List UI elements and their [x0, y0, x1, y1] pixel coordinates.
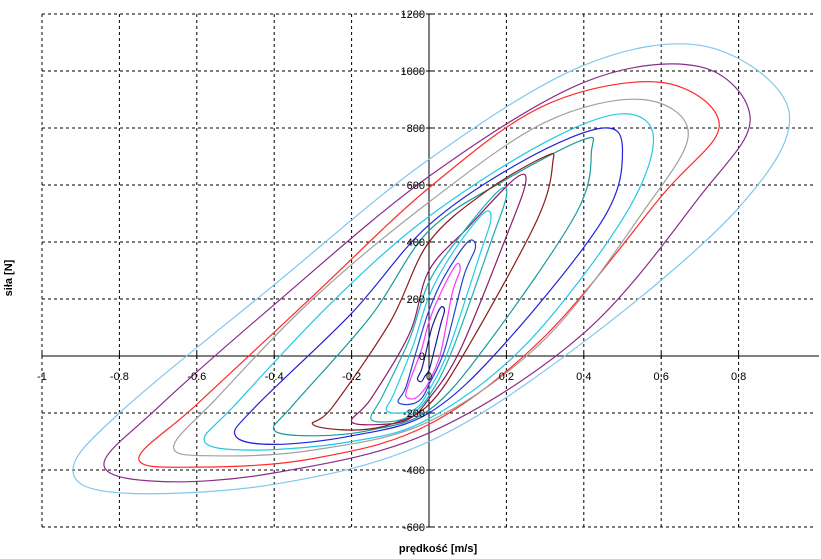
y-tick-label-4: 200 [407, 294, 425, 306]
series-curve-5 [233, 127, 624, 446]
y-tick-label-0: -600 [403, 522, 425, 534]
series-curve-7 [311, 152, 555, 431]
x-tick-label-5: 0 [426, 371, 432, 383]
y-tick-label-7: 800 [407, 123, 425, 135]
data-curves [72, 43, 791, 495]
x-tick-label-4: -0.2 [342, 371, 361, 383]
series-curve-0 [72, 43, 791, 495]
y-tick-label-3: 0 [419, 351, 425, 363]
x-tick-label-6: 0.2 [499, 371, 514, 383]
series-curve-6 [272, 136, 595, 437]
x-tick-label-3: -0.4 [265, 371, 284, 383]
x-tick-label-2: -0.6 [187, 371, 206, 383]
tick-labels: -1 -0.8 -0.6 -0.4 -0.2 0 0.2 0.4 0.6 0.8 -600 -400 -… [37, 9, 746, 534]
series-curve-12 [405, 262, 461, 400]
series-curve-11 [397, 239, 477, 406]
x-tick-label-1: -0.8 [110, 371, 129, 383]
y-tick-label-5: 400 [407, 237, 425, 249]
series-curve-10 [385, 210, 492, 414]
y-tick-label-2: -200 [403, 408, 425, 420]
y-tick-label-6: 600 [407, 180, 425, 192]
axes [41, 13, 819, 528]
x-tick-label-9: 0.8 [731, 371, 746, 383]
series-curve-8 [350, 173, 527, 426]
x-axis-title: prędkość [m/s] [399, 543, 478, 555]
x-tick-label-7: 0.4 [576, 371, 591, 383]
y-tick-label-1: -400 [403, 465, 425, 477]
series-curve-3 [172, 98, 689, 457]
x-tick-label-8: 0.6 [654, 371, 669, 383]
series-curve-2 [138, 81, 720, 468]
series-curve-1 [103, 63, 751, 483]
y-tick-label-8: 1000 [401, 66, 425, 78]
y-tick-label-9: 1200 [401, 9, 425, 21]
x-tick-label-0: -1 [37, 371, 47, 383]
series-curve-4 [203, 113, 655, 451]
y-axis-title: siła [N] [3, 259, 15, 296]
series-curve-9 [370, 186, 508, 423]
series-curve-13 [416, 306, 446, 383]
